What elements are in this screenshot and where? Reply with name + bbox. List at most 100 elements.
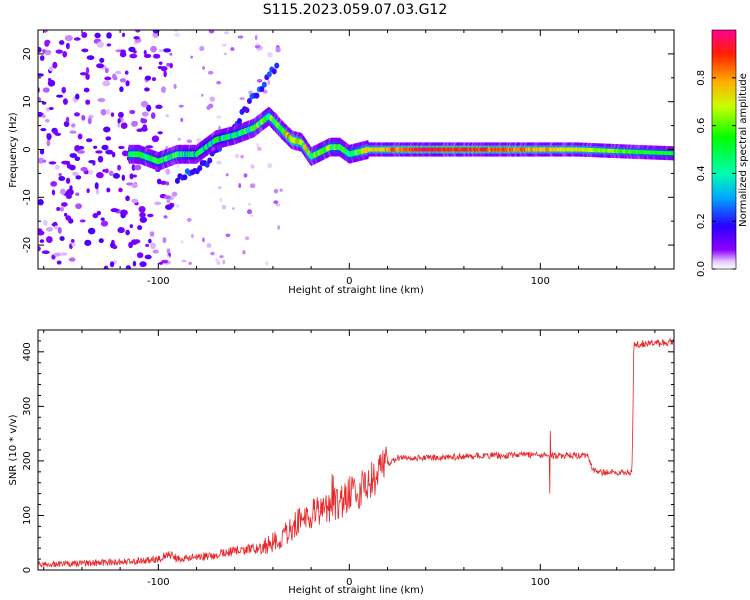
noise-blob xyxy=(96,172,104,179)
snr-series-line xyxy=(38,337,674,568)
noise-blob xyxy=(69,153,78,158)
noise-blob xyxy=(117,111,124,118)
noise-blob xyxy=(267,79,271,86)
noise-blob xyxy=(65,42,70,50)
noise-blob xyxy=(97,155,104,163)
noise-blob xyxy=(256,42,259,46)
noise-blob xyxy=(254,34,258,41)
noise-blob xyxy=(92,212,99,219)
noise-blob xyxy=(54,225,59,230)
noise-blob xyxy=(156,178,162,185)
noise-blob xyxy=(106,187,111,193)
noise-blob xyxy=(58,172,62,177)
noise-blob xyxy=(148,238,152,244)
noise-blob xyxy=(70,239,75,243)
noise-blob xyxy=(129,224,133,229)
noise-blob xyxy=(117,164,122,171)
noise-blob xyxy=(119,78,127,83)
noise-blob xyxy=(166,199,171,204)
noise-blob xyxy=(238,183,242,189)
noise-blob xyxy=(38,111,43,118)
noise-blob xyxy=(48,161,57,165)
noise-blob xyxy=(139,212,146,218)
noise-blob xyxy=(267,163,273,169)
colorbar-tick-label: 0.6 xyxy=(696,118,707,134)
noise-blob xyxy=(59,236,65,241)
noise-blob xyxy=(163,48,172,53)
noise-blob xyxy=(224,31,229,35)
noise-blob xyxy=(267,52,273,58)
noise-blob xyxy=(45,106,50,112)
noise-blob xyxy=(237,35,244,39)
noise-blob xyxy=(139,261,147,268)
noise-blob xyxy=(161,86,167,93)
noise-blob xyxy=(222,259,226,265)
noise-blob xyxy=(79,219,86,223)
noise-blob xyxy=(125,80,130,87)
noise-blob xyxy=(39,55,45,61)
noise-blob xyxy=(55,49,63,54)
noise-blob xyxy=(108,170,114,177)
noise-blob xyxy=(71,123,76,128)
noise-blob xyxy=(106,108,111,115)
noise-blob xyxy=(81,114,86,121)
noise-blob xyxy=(99,57,105,63)
noise-blob xyxy=(61,202,68,207)
noise-blob xyxy=(113,259,117,264)
noise-blob xyxy=(186,217,192,222)
noise-blob xyxy=(96,63,105,69)
noise-blob xyxy=(147,213,154,218)
noise-blob xyxy=(68,257,76,262)
x-tick-label: 0 xyxy=(346,276,352,287)
noise-blob xyxy=(155,104,163,110)
noise-blob xyxy=(119,86,124,93)
noise-blob xyxy=(140,118,148,124)
noise-blob xyxy=(97,98,106,103)
noise-blob xyxy=(39,239,45,244)
noise-blob xyxy=(38,246,41,252)
x-tick-label: -100 xyxy=(147,577,170,588)
noise-blob xyxy=(225,173,229,177)
noise-blob xyxy=(145,75,152,81)
noise-blob xyxy=(136,128,143,132)
noise-blob xyxy=(277,225,280,230)
colorbar-ticks: 0.0 0.2 0.4 0.6 0.8 xyxy=(696,70,736,277)
noise-blob xyxy=(206,243,212,248)
y-tick-label: 20 xyxy=(22,48,33,61)
noise-blob xyxy=(131,183,138,189)
noise-blob xyxy=(115,70,122,75)
noise-blob xyxy=(103,126,111,133)
noise-blob xyxy=(38,199,44,206)
noise-blob xyxy=(65,116,70,123)
noise-blob xyxy=(165,181,170,186)
noise-blob xyxy=(38,46,42,53)
spectrogram-marks xyxy=(38,30,674,269)
noise-blob xyxy=(60,206,64,212)
noise-blob xyxy=(165,114,170,118)
noise-blob xyxy=(43,219,48,226)
noise-blob xyxy=(125,195,130,202)
branch-blob xyxy=(204,161,210,168)
noise-blob xyxy=(43,30,49,33)
noise-blob xyxy=(124,70,129,75)
noise-blob xyxy=(135,30,141,33)
noise-blob xyxy=(85,73,90,80)
noise-blob xyxy=(71,241,76,247)
noise-blob xyxy=(136,252,144,259)
noise-blob xyxy=(159,48,163,53)
noise-blob xyxy=(118,145,125,150)
noise-blob xyxy=(85,99,91,105)
noise-blob xyxy=(145,145,154,149)
noise-blob xyxy=(75,175,82,180)
noise-blob xyxy=(141,111,149,117)
noise-blob xyxy=(247,209,252,215)
noise-blob xyxy=(48,77,52,82)
noise-blob xyxy=(101,144,109,151)
noise-blob xyxy=(210,251,215,256)
snr-panel: -100 0 100 0 100 200 300 400 Height of straight… xyxy=(8,329,675,596)
noise-blob xyxy=(144,87,150,92)
colorbar-tick-label: 0.8 xyxy=(696,70,707,86)
noise-blob xyxy=(225,233,231,238)
noise-blob xyxy=(209,96,216,102)
